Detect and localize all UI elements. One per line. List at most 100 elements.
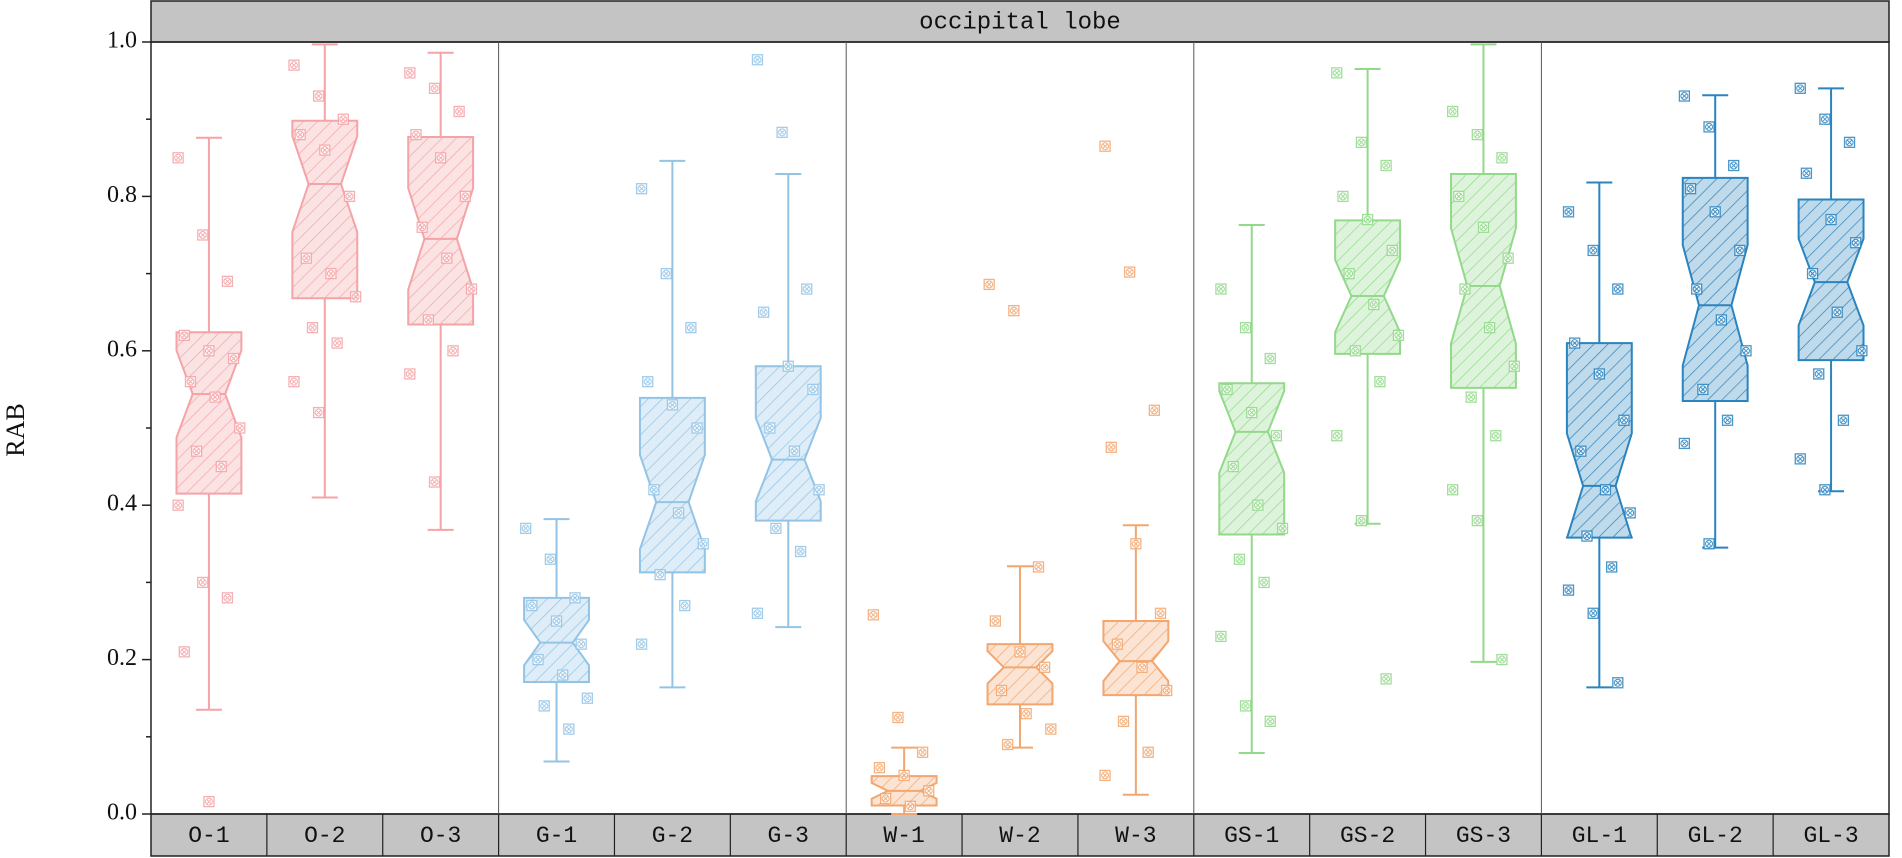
point-cross — [1120, 718, 1127, 725]
point-cross — [419, 224, 426, 231]
point-cross — [907, 803, 914, 810]
data-point — [203, 345, 215, 357]
point-cross — [1718, 317, 1725, 323]
point-cross — [754, 56, 761, 63]
point-circle — [1332, 68, 1341, 77]
data-point — [1562, 206, 1575, 218]
data-point — [337, 113, 349, 125]
box — [1218, 382, 1286, 536]
title-band — [150, 0, 1890, 43]
point-cross — [1474, 131, 1481, 138]
point-cross — [1565, 587, 1572, 593]
point-cross — [1230, 463, 1237, 470]
point-cross — [187, 378, 194, 385]
point-cross — [431, 479, 438, 485]
point-cross — [413, 131, 419, 138]
data-point — [764, 422, 776, 434]
point-cross — [1468, 394, 1474, 400]
point-cross — [1571, 340, 1578, 346]
point-circle — [1278, 524, 1287, 533]
data-point — [526, 599, 538, 612]
point-circle — [351, 292, 360, 301]
data-point — [1606, 561, 1618, 573]
point-circle — [1034, 562, 1043, 571]
data-point — [1331, 67, 1343, 79]
point-circle — [815, 485, 824, 494]
point-cross — [1236, 556, 1243, 563]
point-cross — [1383, 676, 1389, 682]
point-cross — [1248, 409, 1255, 416]
data-point — [563, 723, 575, 735]
point-cross — [291, 378, 297, 385]
point-cross — [1511, 363, 1518, 370]
x-tick-label: G-1 — [536, 823, 577, 849]
data-point — [1355, 136, 1368, 149]
data-point — [1703, 538, 1715, 550]
data-point — [331, 337, 343, 349]
point-cross — [1333, 70, 1340, 76]
point-circle — [1589, 609, 1598, 618]
point-circle — [577, 640, 586, 649]
point-cross — [779, 129, 785, 136]
point-circle — [217, 462, 226, 471]
point-circle — [558, 671, 567, 680]
point-circle — [918, 748, 927, 757]
point-circle — [1448, 485, 1457, 494]
point-circle — [192, 447, 201, 456]
point-circle — [802, 285, 811, 294]
point-cross — [1242, 703, 1249, 709]
point-cross — [297, 131, 303, 138]
point-cross — [522, 525, 529, 532]
point-cross — [224, 594, 231, 601]
point-cross — [218, 463, 225, 470]
point-circle — [1802, 169, 1811, 178]
point-circle — [339, 115, 348, 124]
point-circle — [1626, 508, 1635, 517]
data-point — [1039, 661, 1051, 673]
point-cross — [1834, 309, 1841, 316]
point-cross — [181, 332, 188, 339]
point-circle — [1022, 709, 1031, 718]
point-circle — [534, 655, 543, 664]
data-point — [685, 321, 697, 334]
box — [1797, 198, 1865, 362]
point-cross — [1449, 486, 1456, 493]
point-cross — [1102, 772, 1108, 779]
point-cross — [1492, 432, 1499, 439]
data-point — [642, 376, 654, 388]
point-circle — [985, 280, 994, 289]
point-cross — [681, 602, 688, 609]
point-circle — [1564, 586, 1573, 595]
point-cross — [694, 425, 700, 431]
data-point — [1117, 715, 1130, 728]
point-circle — [1272, 431, 1281, 440]
point-cross — [206, 798, 212, 805]
point-circle — [1357, 138, 1366, 147]
point-circle — [521, 524, 530, 533]
point-cross — [644, 378, 651, 385]
point-cross — [895, 714, 901, 721]
box — [1450, 173, 1517, 389]
data-point — [1819, 484, 1831, 496]
point-cross — [1859, 347, 1865, 354]
data-point — [898, 769, 910, 782]
data-point — [1678, 437, 1691, 450]
point-cross — [1828, 216, 1834, 223]
point-cross — [1224, 386, 1230, 393]
point-circle — [1241, 701, 1250, 710]
data-point — [782, 360, 794, 372]
data-point — [1800, 167, 1813, 179]
point-cross — [657, 571, 663, 578]
data-point — [635, 183, 648, 195]
point-circle — [430, 478, 439, 487]
point-cross — [1279, 525, 1286, 532]
box — [1102, 620, 1170, 697]
point-cross — [1627, 510, 1634, 516]
point-cross — [663, 270, 670, 277]
point-cross — [1157, 610, 1164, 617]
data-point — [428, 476, 441, 488]
point-cross — [785, 363, 792, 370]
data-point — [1349, 345, 1361, 357]
point-cross — [1486, 324, 1493, 331]
